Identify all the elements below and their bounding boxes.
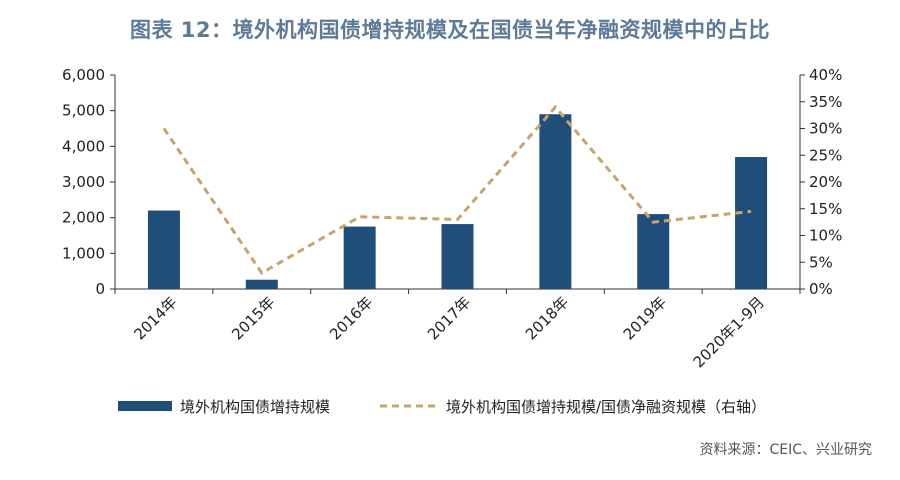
- y-tick-label-left: 5,000: [62, 102, 105, 120]
- y-tick-label-left: 6,000: [62, 66, 105, 84]
- bar: [245, 279, 278, 289]
- bar: [343, 226, 376, 289]
- x-tick-label: 2016年: [326, 293, 376, 343]
- bar: [735, 157, 768, 289]
- x-tick-label: 2017年: [424, 293, 474, 343]
- x-tick-label: 2014年: [130, 293, 180, 343]
- y-tick-label-left: 4,000: [62, 137, 105, 155]
- x-tick-label: 2018年: [522, 293, 572, 343]
- legend-label-line: 境外机构国债增持规模/国债净融资规模（右轴）: [446, 398, 766, 416]
- y-tick-label-right: 20%: [809, 173, 842, 191]
- bar: [539, 114, 572, 289]
- y-tick-label-right: 5%: [809, 253, 833, 271]
- bar: [441, 224, 474, 289]
- bar: [637, 214, 670, 289]
- legend-label-bars: 境外机构国债增持规模: [180, 398, 330, 416]
- source-note: 资料来源：CEIC、兴业研究: [699, 442, 872, 458]
- x-tick-label: 2015年: [228, 293, 278, 343]
- y-tick-label-right: 35%: [809, 93, 842, 111]
- y-tick-label-right: 40%: [809, 66, 842, 84]
- x-tick-label: 2019年: [620, 293, 670, 343]
- y-tick-label-left: 3,000: [62, 173, 105, 191]
- y-tick-label-right: 10%: [809, 227, 842, 245]
- y-tick-label-left: 2,000: [62, 209, 105, 227]
- legend-swatch-bars: [118, 401, 172, 411]
- y-tick-label-left: 1,000: [62, 244, 105, 262]
- y-tick-label-left: 0: [95, 280, 105, 298]
- y-tick-label-right: 30%: [809, 120, 842, 138]
- chart-title: 图表 12：境外机构国债增持规模及在国债当年净融资规模中的占比: [129, 18, 771, 42]
- y-tick-label-right: 15%: [809, 200, 842, 218]
- x-tick-label: 2020年1-9月: [690, 293, 768, 371]
- y-tick-label-right: 0%: [809, 280, 833, 298]
- bar: [147, 210, 180, 289]
- y-tick-label-right: 25%: [809, 146, 842, 164]
